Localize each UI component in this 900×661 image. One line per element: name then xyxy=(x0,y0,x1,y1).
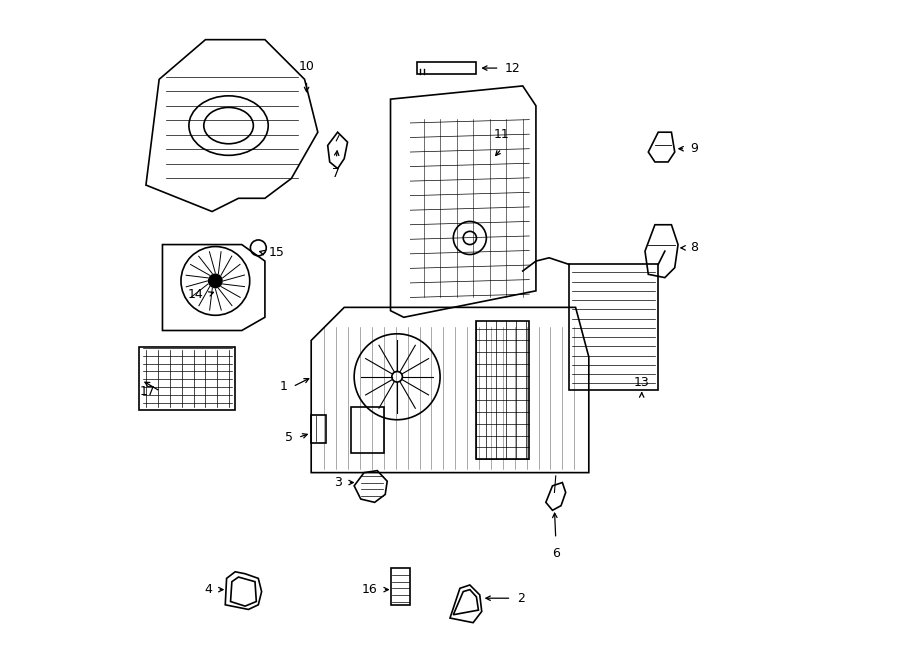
Text: 16: 16 xyxy=(362,583,377,596)
Text: 4: 4 xyxy=(204,583,212,596)
Text: 12: 12 xyxy=(505,61,520,75)
Bar xyxy=(391,568,410,605)
Text: 11: 11 xyxy=(494,128,509,141)
Text: 13: 13 xyxy=(634,375,650,389)
Bar xyxy=(351,407,384,453)
Bar xyxy=(140,347,235,410)
Bar xyxy=(476,321,529,459)
Bar xyxy=(569,264,658,390)
Text: 14: 14 xyxy=(188,288,203,301)
Text: 6: 6 xyxy=(552,547,560,560)
Text: 5: 5 xyxy=(284,431,292,444)
Bar xyxy=(311,415,326,443)
Text: 17: 17 xyxy=(140,385,155,398)
Text: 3: 3 xyxy=(335,476,342,489)
Text: 2: 2 xyxy=(517,592,525,605)
Text: 1: 1 xyxy=(280,380,287,393)
Text: 7: 7 xyxy=(332,167,340,180)
Text: 10: 10 xyxy=(299,59,314,73)
Bar xyxy=(417,62,476,74)
Text: 8: 8 xyxy=(690,241,698,254)
Text: 9: 9 xyxy=(690,142,698,155)
Text: 15: 15 xyxy=(269,246,284,259)
Circle shape xyxy=(209,274,222,288)
